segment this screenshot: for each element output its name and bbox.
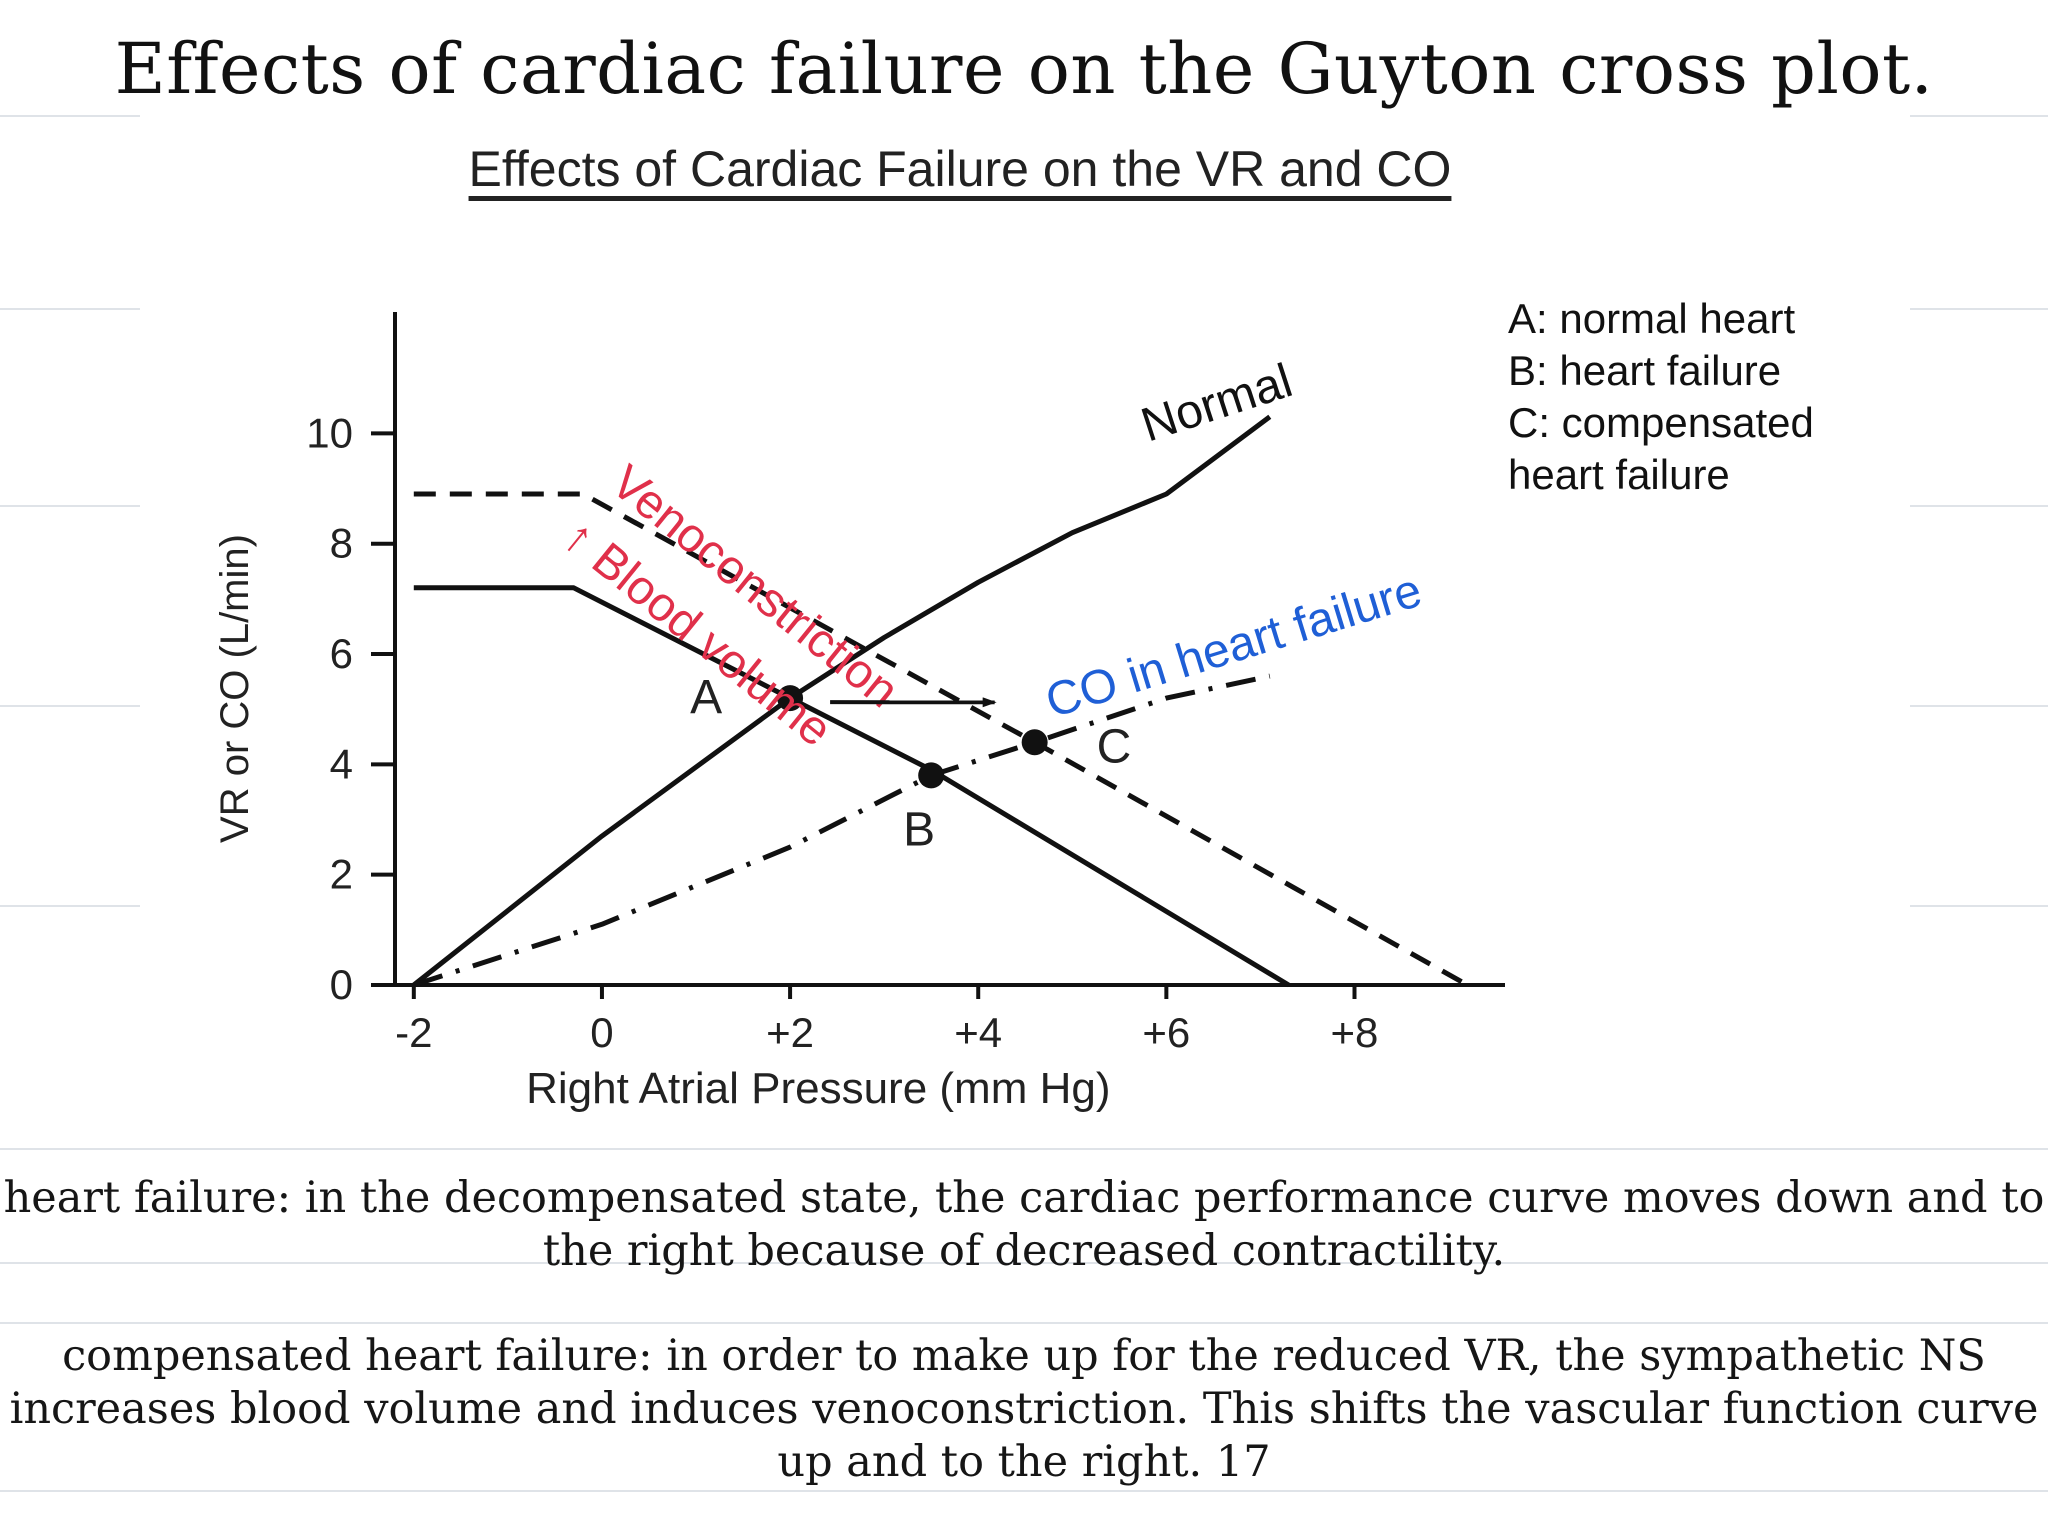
rule-line — [0, 1148, 2048, 1150]
legend-line: A: normal heart — [1508, 295, 1795, 342]
chart-title: Effects of Cardiac Failure on the VR and… — [468, 141, 1452, 197]
point-label-B: B — [903, 803, 935, 856]
legend-line: heart failure — [1508, 451, 1730, 498]
series-line-0 — [412, 414, 1272, 987]
rule-line — [1910, 705, 2048, 707]
x-axis-label: Right Atrial Pressure (mm Hg) — [526, 1064, 1110, 1113]
rule-line — [1910, 308, 2048, 310]
rule-line — [1910, 505, 2048, 507]
point-A — [777, 685, 804, 712]
y-tick-label: 2 — [330, 851, 353, 898]
point-B — [918, 762, 945, 789]
rule-line — [0, 905, 140, 907]
x-tick-label: +2 — [766, 1009, 814, 1056]
legend-line: B: heart failure — [1508, 347, 1781, 394]
caption-heart-failure: heart failure: in the decompensated stat… — [3, 1173, 2045, 1276]
legend-line: C: compensated — [1508, 399, 1814, 446]
rule-line — [0, 308, 140, 310]
series-line-2 — [413, 491, 1469, 988]
x-tick-label: -2 — [395, 1009, 432, 1056]
x-tick-label: 0 — [590, 1009, 613, 1056]
normal-curve-label: Normal — [1135, 354, 1298, 452]
rule-line — [0, 1322, 2048, 1324]
co-heart-failure-label: CO in heart failure — [1040, 564, 1428, 729]
point-C — [1021, 729, 1048, 756]
y-axis-label: VR or CO (L/min) — [213, 534, 257, 843]
rule-line — [0, 1262, 2048, 1264]
slide-title: Effects of cardiac failure on the Guyton… — [114, 28, 1934, 110]
rule-line — [0, 705, 140, 707]
y-tick-label: 6 — [330, 630, 353, 677]
rule-line — [1910, 115, 2048, 117]
caption-compensated-heart-failure: compensated heart failure: in order to m… — [9, 1331, 2039, 1487]
x-tick-label: +8 — [1331, 1009, 1379, 1056]
rule-line — [1910, 905, 2048, 907]
y-tick-label: 8 — [330, 520, 353, 567]
legend: A: normal heart B: heart failure C: comp… — [1508, 295, 1814, 498]
y-tick-label: 0 — [330, 961, 353, 1008]
y-tick-label: 4 — [330, 740, 353, 787]
y-tick-label: 10 — [306, 409, 353, 456]
point-label-C: C — [1097, 720, 1132, 773]
x-tick-label: +4 — [954, 1009, 1002, 1056]
point-label-A: A — [690, 671, 722, 724]
rule-line — [0, 505, 140, 507]
rule-line — [0, 115, 140, 117]
axes: 0 2 4 6 8 10 -2 0 +2 +4 +6 +8 VR or CO (L/min) Rig… — [213, 312, 1505, 1113]
rule-line — [0, 1490, 2048, 1492]
x-tick-label: +6 — [1142, 1009, 1190, 1056]
